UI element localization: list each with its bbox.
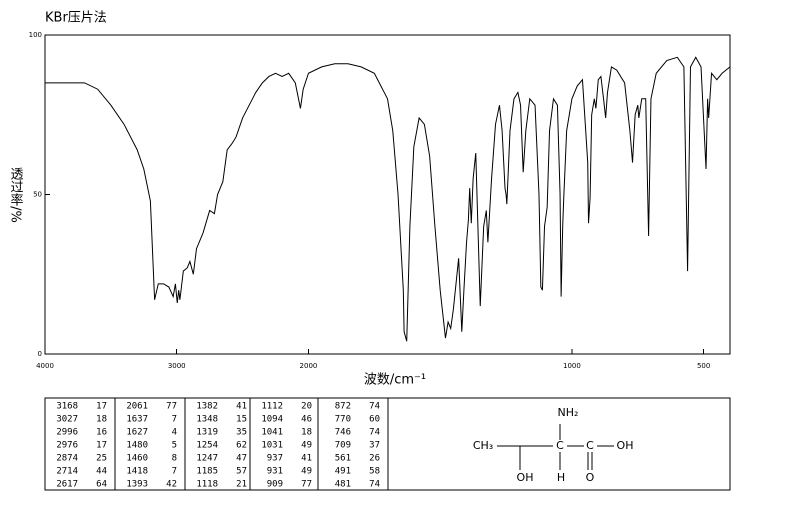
peak-transmittance: 20	[301, 402, 312, 412]
peak-wavenumber: 2061	[126, 402, 148, 412]
peak-transmittance: 47	[236, 454, 247, 464]
structure: CH₃ C C OH NH₂ OH H O	[473, 406, 634, 484]
table-dividers	[114, 398, 389, 490]
y-tick-label: 50	[33, 191, 42, 199]
peak-wavenumber: 1627	[126, 428, 148, 438]
peak-wavenumber: 1480	[126, 441, 148, 451]
peak-transmittance: 4	[172, 428, 177, 438]
peak-transmittance: 25	[96, 454, 107, 464]
peak-wavenumber: 1112	[261, 402, 283, 412]
peak-wavenumber: 2874	[56, 454, 78, 464]
peak-wavenumber: 709	[335, 441, 351, 451]
peak-transmittance: 77	[166, 402, 177, 412]
peak-wavenumber: 909	[267, 480, 283, 490]
peak-transmittance: 58	[369, 467, 380, 477]
atom-label: C	[556, 439, 564, 452]
x-tick-label: 500	[697, 362, 710, 370]
peak-transmittance: 21	[236, 480, 247, 490]
peak-transmittance: 74	[369, 402, 380, 412]
peak-wavenumber: 1185	[196, 467, 218, 477]
peak-wavenumber: 3027	[56, 415, 78, 425]
atom-label: O	[586, 471, 595, 484]
peak-wavenumber: 931	[267, 467, 283, 477]
peak-transmittance: 18	[96, 415, 107, 425]
x-tick-label: 4000	[36, 362, 54, 370]
peak-transmittance: 74	[369, 480, 380, 490]
atom-label: CH₃	[473, 439, 493, 452]
peak-transmittance: 49	[301, 441, 312, 451]
peak-wavenumber: 1418	[126, 467, 148, 477]
y-tick-label: 100	[29, 31, 42, 39]
x-tick-label: 3000	[168, 362, 186, 370]
peak-transmittance: 7	[172, 467, 177, 477]
peak-wavenumber: 2714	[56, 467, 78, 477]
peak-wavenumber: 1254	[196, 441, 218, 451]
peak-wavenumber: 1041	[261, 428, 283, 438]
spectrum-line	[45, 56, 731, 342]
peak-wavenumber: 1460	[126, 454, 148, 464]
peak-wavenumber: 481	[335, 480, 351, 490]
peak-transmittance: 37	[369, 441, 380, 451]
x-tick-label: 1000	[563, 362, 581, 370]
peak-transmittance: 57	[236, 467, 247, 477]
plot-frame	[44, 34, 731, 355]
peak-transmittance: 41	[301, 454, 312, 464]
peak-transmittance: 15	[236, 415, 247, 425]
chart-title: KBr压片法	[45, 11, 107, 26]
atom-label: NH₂	[558, 406, 579, 419]
peak-wavenumber: 1031	[261, 441, 283, 451]
peak-wavenumber: 1637	[126, 415, 148, 425]
peak-transmittance: 18	[301, 428, 312, 438]
atom-label: OH	[517, 471, 534, 484]
x-tick-label: 2000	[300, 362, 318, 370]
peak-transmittance: 64	[96, 480, 107, 490]
peak-wavenumber: 746	[335, 428, 351, 438]
peak-wavenumber: 2617	[56, 480, 78, 490]
atom-label: H	[557, 471, 565, 484]
peak-transmittance: 74	[369, 428, 380, 438]
atom-label: C	[586, 439, 594, 452]
peak-transmittance: 41	[236, 402, 247, 412]
peak-transmittance: 62	[236, 441, 247, 451]
peak-transmittance: 16	[96, 428, 107, 438]
peak-wavenumber: 491	[335, 467, 351, 477]
peak-wavenumber: 937	[267, 454, 283, 464]
peak-wavenumber: 1118	[196, 480, 218, 490]
y-axis-label: 透过率/%	[8, 167, 24, 223]
peak-wavenumber: 1319	[196, 428, 218, 438]
peak-wavenumber: 1382	[196, 402, 218, 412]
peak-transmittance: 77	[301, 480, 312, 490]
peak-transmittance: 17	[96, 441, 107, 451]
peak-transmittance: 26	[369, 454, 380, 464]
y-tick-label: 0	[38, 350, 42, 358]
peak-transmittance: 49	[301, 467, 312, 477]
peak-transmittance: 60	[369, 415, 380, 425]
peak-transmittance: 17	[96, 402, 107, 412]
peak-wavenumber: 2996	[56, 428, 78, 438]
peak-wavenumber: 561	[335, 454, 351, 464]
peak-wavenumber: 770	[335, 415, 351, 425]
peak-transmittance: 5	[172, 441, 177, 451]
peak-transmittance: 8	[172, 454, 177, 464]
structure-bonds	[497, 424, 614, 470]
peak-wavenumber: 1393	[126, 480, 148, 490]
peak-transmittance: 42	[166, 480, 177, 490]
peak-transmittance: 46	[301, 415, 312, 425]
peak-wavenumber: 1348	[196, 415, 218, 425]
peak-wavenumber: 1094	[261, 415, 283, 425]
peak-wavenumber: 3168	[56, 402, 78, 412]
peak-transmittance: 7	[172, 415, 177, 425]
x-axis-label: 波数/cm⁻¹	[364, 373, 426, 388]
peak-wavenumber: 1247	[196, 454, 218, 464]
atom-label: OH	[617, 439, 634, 452]
peak-wavenumber: 2976	[56, 441, 78, 451]
peak-transmittance: 44	[96, 467, 107, 477]
peak-transmittance: 35	[236, 428, 247, 438]
peak-wavenumber: 872	[335, 402, 351, 412]
